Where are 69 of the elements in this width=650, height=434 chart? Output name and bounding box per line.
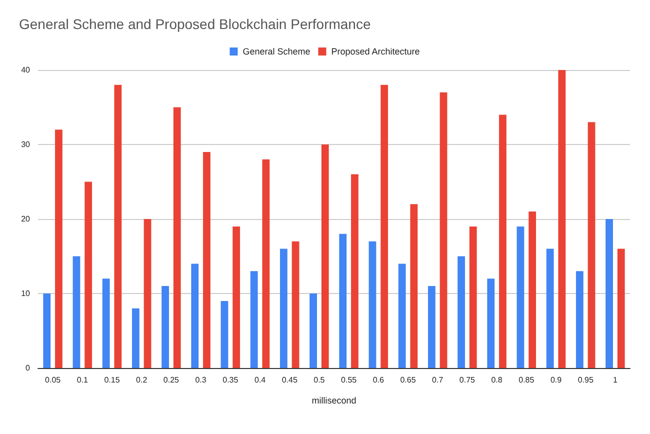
x-tick-label: 0.3 <box>195 376 207 384</box>
bar <box>144 219 152 368</box>
bar <box>617 248 625 368</box>
bar <box>351 174 358 368</box>
y-tick-label: 30 <box>21 140 31 149</box>
x-tick-label: 0.1 <box>76 376 89 384</box>
bar <box>428 286 436 368</box>
bar <box>410 204 418 368</box>
legend-label: Proposed Architecture <box>331 46 420 56</box>
bar <box>173 107 181 368</box>
bar <box>191 264 199 368</box>
bar <box>220 300 228 368</box>
bar <box>232 226 240 368</box>
bar <box>250 271 258 368</box>
bar <box>588 122 596 368</box>
bar <box>132 308 140 368</box>
bar <box>43 294 51 368</box>
bar <box>310 294 317 368</box>
x-tick-label: 0.05 <box>45 376 62 384</box>
bar <box>528 212 536 368</box>
bar <box>72 256 80 368</box>
x-tick-label: 0.95 <box>578 376 594 384</box>
x-tick-label: 0.4 <box>254 376 266 384</box>
x-tick-label: 0.15 <box>104 376 120 384</box>
bar <box>339 234 347 368</box>
x-tick-label: 0.25 <box>163 376 180 384</box>
bar <box>102 278 110 368</box>
bar <box>458 256 465 368</box>
x-tick-label: 0.85 <box>518 376 535 384</box>
y-tick-label: 10 <box>21 289 31 298</box>
x-tick-label: 0.55 <box>341 376 358 384</box>
legend-label: General Scheme <box>242 46 310 56</box>
bar <box>114 84 122 368</box>
bar <box>380 84 388 368</box>
x-tick-label: 0.35 <box>222 376 239 384</box>
bar <box>398 264 406 368</box>
bar <box>262 159 270 368</box>
bar <box>499 114 506 368</box>
bar <box>162 286 169 368</box>
bar <box>546 248 554 368</box>
bar <box>558 70 566 368</box>
y-tick-label: 40 <box>21 66 31 74</box>
x-axis-title: millisecond <box>312 396 356 406</box>
bar <box>516 226 524 368</box>
bar <box>368 241 376 368</box>
bar <box>321 144 329 368</box>
bar <box>55 130 62 368</box>
x-tick-label: 0.65 <box>400 376 416 384</box>
x-tick-label: 0.8 <box>491 376 503 384</box>
y-tick-label: 20 <box>21 214 31 224</box>
bar <box>84 182 92 368</box>
bar <box>487 278 495 368</box>
x-tick-label: 0.45 <box>282 376 298 384</box>
x-tick-label: 0.9 <box>550 376 562 384</box>
chart-title: General Scheme and Proposed Blockchain Performance <box>19 16 371 32</box>
bar <box>606 219 613 368</box>
x-tick-label: 0.5 <box>314 376 326 384</box>
x-tick-label: 0.2 <box>136 376 148 384</box>
bar <box>203 152 210 368</box>
x-tick-label: 0.6 <box>372 376 385 384</box>
y-tick-label: 0 <box>26 364 31 372</box>
bar <box>576 271 584 368</box>
bar <box>469 226 477 368</box>
x-tick-label: 0.75 <box>459 376 476 384</box>
bar <box>280 248 288 368</box>
x-tick-label: 0.7 <box>432 376 444 384</box>
bar <box>292 241 300 368</box>
x-tick-label: 1 <box>612 376 618 384</box>
bar <box>440 92 448 368</box>
